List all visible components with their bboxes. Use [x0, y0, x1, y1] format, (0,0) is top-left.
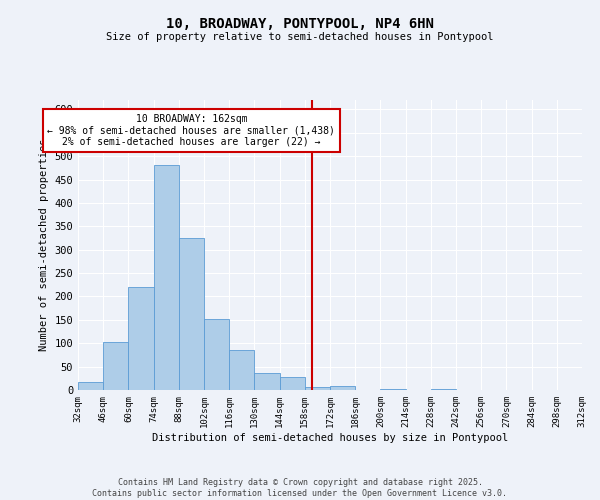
Bar [154, 166, 179, 390]
Text: Size of property relative to semi-detached houses in Pontypool: Size of property relative to semi-detach… [106, 32, 494, 42]
Bar [280, 378, 305, 390]
Bar [229, 350, 254, 390]
Bar [431, 389, 456, 390]
X-axis label: Distribution of semi-detached houses by size in Pontypool: Distribution of semi-detached houses by … [152, 432, 508, 442]
Bar [78, 382, 103, 390]
Bar [254, 372, 280, 390]
Text: Contains HM Land Registry data © Crown copyright and database right 2025.
Contai: Contains HM Land Registry data © Crown c… [92, 478, 508, 498]
Bar [179, 238, 204, 390]
Bar [305, 386, 330, 390]
Bar [330, 386, 355, 390]
Y-axis label: Number of semi-detached properties: Number of semi-detached properties [39, 138, 49, 352]
Text: 10, BROADWAY, PONTYPOOL, NP4 6HN: 10, BROADWAY, PONTYPOOL, NP4 6HN [166, 18, 434, 32]
Bar [103, 342, 128, 390]
Text: 10 BROADWAY: 162sqm
← 98% of semi-detached houses are smaller (1,438)
2% of semi: 10 BROADWAY: 162sqm ← 98% of semi-detach… [47, 114, 335, 147]
Bar [380, 389, 406, 390]
Bar [204, 319, 229, 390]
Bar [128, 286, 154, 390]
